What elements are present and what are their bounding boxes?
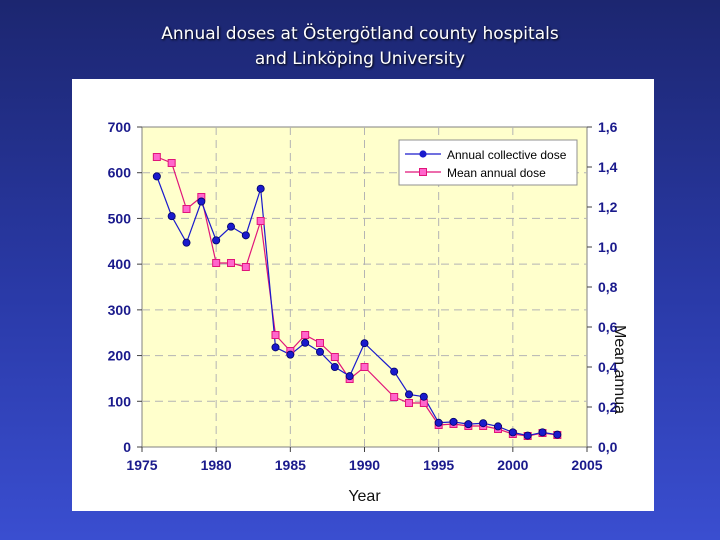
y-tick-label: 500 (108, 210, 132, 226)
legend-box (398, 139, 578, 186)
annual-collective-dose-point (271, 343, 280, 352)
annual-collective-dose-point (330, 362, 339, 371)
annual-collective-dose-point (419, 392, 428, 401)
x-tick-label: 1975 (126, 457, 157, 473)
line-chart: 1975 1980 1985 1990 1995 2000 2005 0 100 200 300 40… (108, 119, 628, 505)
annual-collective-dose-point (493, 422, 502, 431)
y-tick-label: 300 (108, 302, 132, 318)
annual-collective-dose-point (523, 431, 532, 440)
mean-annual-dose-point (227, 259, 235, 267)
annual-collective-dose-point (197, 197, 206, 206)
mean-annual-dose-point (330, 353, 339, 361)
mean-annual-dose-point (301, 331, 310, 339)
legend-label-series-2: Mean annual dose (447, 166, 546, 180)
mean-annual-dose-point (316, 339, 324, 347)
mean-annual-dose-point (152, 153, 161, 161)
annual-collective-dose-point (152, 172, 161, 181)
x-tick-label: 1985 (275, 457, 306, 473)
mean-annual-dose-point (182, 205, 191, 213)
annual-collective-dose-point (390, 367, 399, 376)
annual-collective-dose-point (241, 231, 250, 240)
x-tick-label: 1995 (423, 457, 454, 473)
y-tick-label: 400 (108, 256, 132, 272)
mean-annual-dose-point (360, 363, 369, 371)
annual-collective-dose-point (404, 390, 413, 399)
y-tick-label: 0 (123, 439, 131, 455)
mean-annual-dose-point (405, 399, 413, 407)
annual-collective-dose-point (226, 222, 235, 231)
y-tick-label: 600 (108, 165, 132, 181)
mean-annual-dose-point (390, 393, 399, 401)
y2-tick-label: 1,6 (598, 119, 618, 135)
x-tick-label: 1980 (201, 457, 232, 473)
slide-title-line-2: and Linköping University (254, 49, 466, 69)
mean-annual-dose-point (271, 331, 280, 339)
y-tick-label: 200 (108, 348, 132, 364)
y2-tick-label: 0,8 (598, 279, 618, 295)
y2-tick-label: 1,2 (598, 199, 618, 215)
annual-collective-dose-point (167, 212, 176, 221)
annual-collective-dose-point (360, 339, 369, 348)
y2-tick-label: 0,2 (598, 399, 618, 415)
x-tick-label: 2005 (571, 457, 602, 473)
annual-collective-dose-point (538, 428, 547, 437)
y2-tick-label: 1,0 (598, 239, 618, 255)
y2-tick-label: 1,4 (598, 159, 618, 175)
annual-collective-dose-point (479, 419, 488, 428)
x-axis-title: Year (348, 488, 381, 505)
annual-collective-dose-point (553, 430, 562, 439)
legend-marker-series-1 (419, 150, 427, 158)
annual-collective-dose-point (182, 238, 191, 247)
mean-annual-dose-point (241, 263, 250, 271)
annual-collective-dose-point (464, 420, 473, 429)
slide-title: Annual doses at Östergötland county hosp… (0, 22, 720, 72)
legend-marker-series-2 (419, 168, 427, 176)
y2-tick-label: 0,4 (598, 359, 618, 375)
mean-annual-dose-point (167, 159, 176, 167)
y2-axis-title: Mean annua (611, 325, 628, 414)
x-tick-label: 1990 (349, 457, 380, 473)
mean-annual-dose-point (256, 217, 265, 225)
mean-annual-dose-point (212, 259, 221, 267)
annual-collective-dose-point (301, 338, 310, 347)
annual-collective-dose-point (286, 350, 295, 359)
y-tick-label: 100 (108, 393, 132, 409)
y2-tick-label: 0,6 (598, 319, 618, 335)
annual-collective-dose-point (315, 347, 324, 356)
x-tick-label: 2000 (497, 457, 528, 473)
slide-title-line-1: Annual doses at Östergötland county hosp… (161, 24, 559, 44)
y-tick-label: 700 (108, 119, 132, 135)
annual-collective-dose-point (508, 428, 517, 437)
legend-label-series-1: Annual collective dose (447, 148, 567, 162)
annual-collective-dose-point (212, 236, 221, 245)
annual-collective-dose-point (256, 184, 265, 193)
annual-collective-dose-point (449, 417, 458, 426)
y2-tick-label: 0,0 (598, 439, 618, 455)
annual-collective-dose-point (434, 418, 443, 427)
annual-collective-dose-point (345, 372, 354, 381)
